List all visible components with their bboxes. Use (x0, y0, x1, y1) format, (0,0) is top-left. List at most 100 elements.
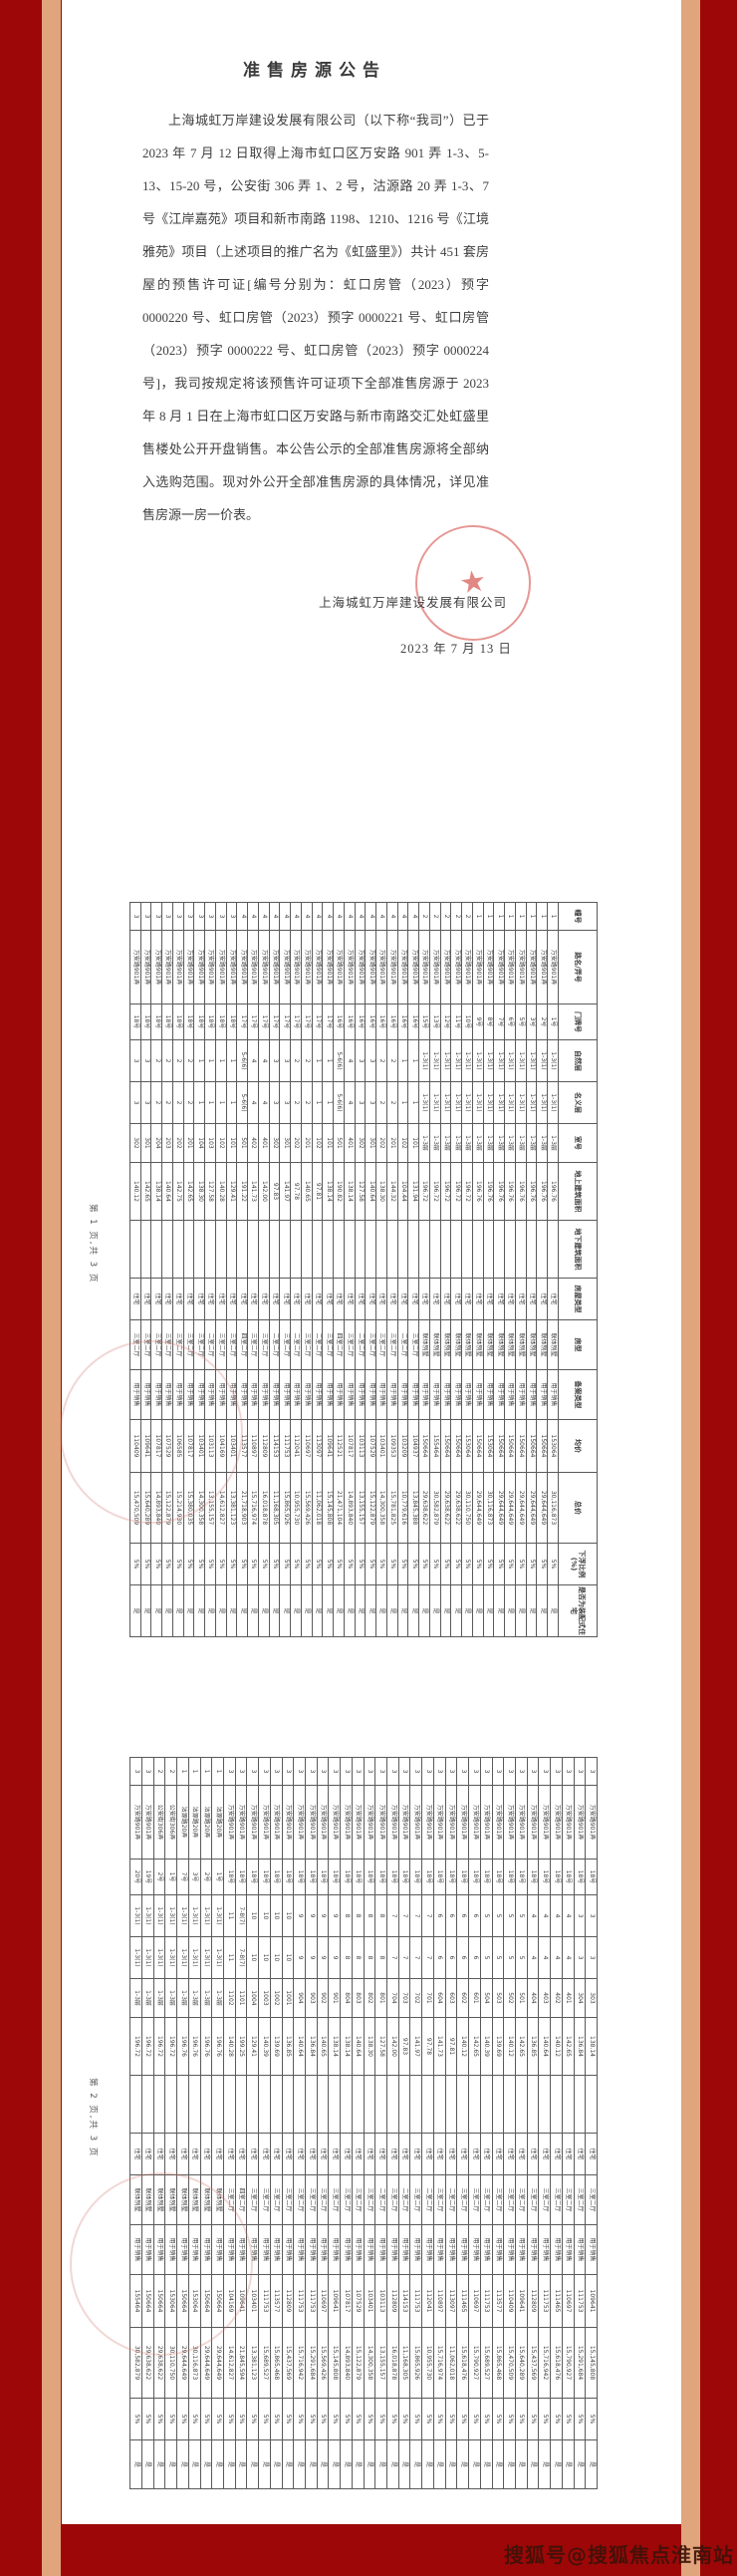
table-cell: 用于销售 (408, 1369, 419, 1420)
table-cell (333, 1220, 345, 1279)
table-cell: 住宅 (364, 2133, 375, 2175)
table-cell: 803 (352, 1978, 365, 2018)
table-cell: 109353 (386, 1419, 398, 1473)
table-cell: 万安路901弄 (585, 1785, 598, 1860)
table-cell (258, 1220, 270, 1279)
table-cell: 住宅 (440, 1278, 451, 1320)
table-cell: 11号 (451, 1003, 462, 1040)
table-cell: 3号 (188, 1859, 201, 1895)
table-cell: 17号 (269, 1003, 280, 1040)
table-cell: 三室二厅 (317, 2174, 329, 2225)
table-cell: 1 (515, 902, 527, 931)
table-cell: 联体别墅 (472, 1319, 484, 1370)
table-cell: 29,644,649 (515, 1472, 527, 1544)
table-cell (503, 2075, 516, 2134)
table-cell: 302 (129, 1123, 141, 1163)
table-row: 1 万安路901弄 6号 1-3(1) 1-3(1) 1-3层 196.76 住宅 联体别墅 用于… (504, 902, 516, 1637)
table-cell: 18号 (258, 1859, 271, 1895)
table-cell: 902 (317, 1978, 329, 2018)
table-cell: 111465 (456, 2274, 469, 2328)
table-row: 3 万安路901弄 18号 7 7 703 97.83 住宅 二室二厅 用于销售 114153 11,… (398, 1757, 410, 2489)
table-cell: 二室二厅 (374, 2174, 387, 2225)
table-cell: 16号 (355, 1003, 366, 1040)
table-row: 1 万安路901弄 2号 1-3(1) 1-3(1) 1-3层 196.76 住宅 联体别墅 用于… (537, 902, 548, 1637)
table-cell: 112041 (290, 1419, 302, 1473)
table-cell (226, 1220, 237, 1279)
table-cell: 109641 (323, 1419, 334, 1473)
table-cell: 住宅 (129, 2133, 142, 2175)
table-cell: 4 (562, 1894, 575, 1937)
table-cell: 二室二厅 (421, 2174, 434, 2225)
table-cell: 二室二厅 (445, 2174, 457, 2225)
table-row: 3 万安路901弄 18号 9 9 902 140.65 住宅 三室二厅 用于销售 110697 15… (317, 1757, 329, 2489)
table-cell: 7-8(7) (235, 1936, 247, 1979)
table-cell: 112809 (258, 1419, 270, 1473)
table-cell: 29,644,649 (504, 1472, 516, 1544)
table-cell: 1-3(1) (504, 1039, 516, 1082)
table-cell: 16号 (366, 1003, 376, 1040)
table-cell: 11,168,305 (269, 1472, 280, 1544)
table-cell: 5% (492, 2398, 504, 2440)
table-cell: 是 (375, 1584, 387, 1637)
table-cell: 15,470,509 (503, 2327, 516, 2399)
table-cell: 103 (204, 1123, 216, 1163)
table-cell: 1-3层 (176, 1978, 189, 2018)
table-cell: 万安路901弄 (538, 1785, 551, 1860)
table-cell: 是 (323, 1584, 334, 1637)
table-cell: 2 (290, 1039, 302, 1082)
table-cell: 301 (366, 1123, 376, 1163)
table-cell: 1-3(1) (129, 1894, 142, 1937)
table-cell: 联体别墅 (440, 1319, 451, 1370)
table-cell: 用于销售 (574, 2224, 586, 2275)
table-cell: 15,291,684 (305, 2327, 318, 2399)
table-cell: 5% (504, 1543, 516, 1585)
table-cell: 用于销售 (312, 1369, 323, 1420)
table-cell: 住宅 (445, 2133, 457, 2175)
table-cell: 196.72 (440, 1162, 451, 1221)
table-cell: 四室二厅 (237, 1319, 248, 1370)
table-cell: 7 (386, 1894, 399, 1937)
table-cell: 是 (258, 1584, 270, 1637)
table-cell: 万安路901弄 (270, 1785, 283, 1860)
table-cell: 用于销售 (418, 1369, 430, 1420)
table-cell: 联体别墅 (461, 1319, 473, 1370)
table-row: 3 万安路901弄 18号 9 9 901 138.14 住宅 三室二厅 用于销售 109641 15… (328, 1757, 341, 2489)
table-cell: 14,612,827 (223, 2327, 236, 2399)
table-cell: 196.76 (188, 2017, 201, 2076)
table-cell (492, 2075, 504, 2134)
table-cell: 住宅 (153, 2133, 165, 2175)
table-cell: 万安路901弄 (226, 930, 237, 1004)
table-cell (410, 2075, 422, 2134)
table-cell (375, 1220, 387, 1279)
page1-footer: 第 1 页,共 3 页 (88, 1204, 98, 1285)
table-cell: 141.97 (280, 1162, 291, 1221)
table-cell: 196.76 (494, 1162, 505, 1221)
table-cell: 14,300,358 (375, 1472, 387, 1544)
table-cell: 用于销售 (480, 2224, 493, 2275)
table-cell: 901 (328, 1978, 341, 2018)
table-cell: 是 (562, 2439, 575, 2489)
table-row: 4 万安路901弄 17号 1 1 101 138.14 住宅 三室二厅 用于销售 109641 15… (323, 902, 334, 1637)
table-cell: 是 (418, 1584, 430, 1637)
table-cell: 联体别墅 (504, 1319, 516, 1370)
table-cell: 万安路901弄 (246, 1785, 259, 1860)
table-cell: 住宅 (468, 2133, 481, 2175)
table-cell: 1004 (246, 1978, 259, 2018)
table-cell: 二室二厅 (355, 1319, 366, 1370)
table-cell: 5% (574, 2398, 586, 2440)
table-row: 3 万安路901弄 18号 10 10 1003 140.39 住宅 三室二厅 用于销售 11175… (258, 1757, 271, 2489)
table-cell: 110697 (562, 2274, 575, 2328)
table-cell: 是 (352, 2439, 365, 2489)
table-cell (293, 2075, 306, 2134)
table-cell: 16,018,878 (258, 1472, 270, 1544)
table-cell: 202 (172, 1123, 184, 1163)
table-cell: 住宅 (374, 2133, 387, 2175)
table-row: 4 万安路901弄 16号 4 4 401 138.14 住宅 三室二厅 用于销售 107817 14… (344, 902, 356, 1637)
table-cell: 1-3层 (129, 1978, 142, 2018)
table-cell: 2 (386, 1039, 398, 1082)
table-cell: 1-3层 (188, 1978, 201, 2018)
table-cell: 是 (141, 2439, 154, 2489)
table-cell: 5% (183, 1543, 194, 1585)
table-cell: 150664 (537, 1419, 548, 1473)
table-cell (340, 2075, 353, 2134)
